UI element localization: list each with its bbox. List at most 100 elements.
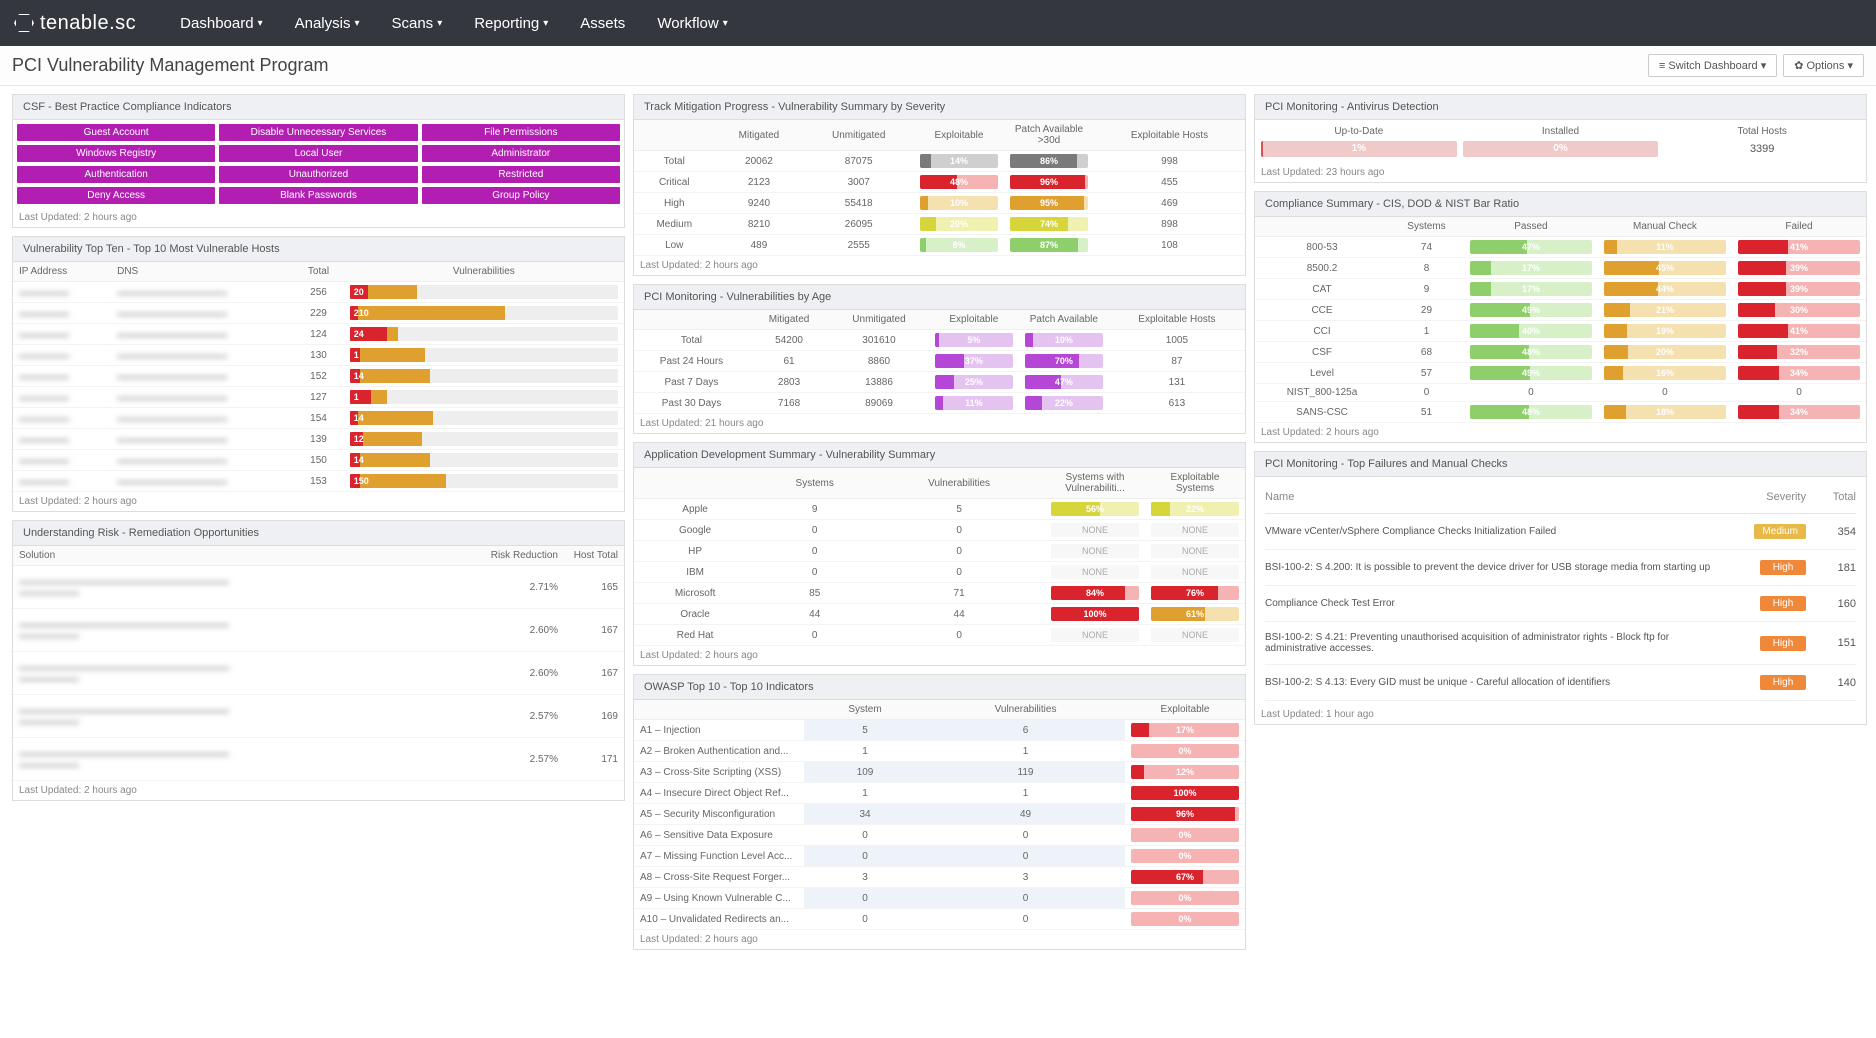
table-row: HP00NONENONE [634, 541, 1245, 562]
failure-row[interactable]: VMware vCenter/vSphere Compliance Checks… [1265, 514, 1856, 550]
table-row: Past 30 Days71688906911%22%613 [634, 393, 1245, 414]
table-row: Medium82102609520%74%898 [634, 214, 1245, 235]
nav-reporting[interactable]: Reporting▾ [458, 15, 564, 32]
table-row: A5 – Security Misconfiguration344996% [634, 804, 1245, 825]
top-nav: tenable.sc Dashboard▾Analysis▾Scans▾Repo… [0, 0, 1876, 46]
failure-row[interactable]: BSI-100-2: S 4.21: Preventing unauthoris… [1265, 622, 1856, 665]
csf-pill[interactable]: Group Policy [422, 187, 620, 204]
csf-pill[interactable]: Administrator [422, 145, 620, 162]
nav-scans[interactable]: Scans▾ [375, 15, 458, 32]
csf-pill[interactable]: Unauthorized [219, 166, 417, 183]
last-updated: Last Updated: 23 hours ago [1255, 163, 1866, 182]
risk-row[interactable]: ▬▬▬▬▬▬▬▬▬▬▬▬▬▬▬▬▬▬▬▬▬▬▬▬▬▬▬2.57%171 [13, 738, 624, 781]
panel-header: PCI Monitoring - Antivirus Detection [1255, 95, 1866, 120]
brand-logo: tenable.sc [14, 12, 136, 35]
host-row[interactable]: ▬▬▬▬▬ ▬▬▬▬▬▬▬▬▬▬▬ 139 12 [13, 429, 624, 450]
table-row: A7 – Missing Function Level Acc...000% [634, 846, 1245, 867]
nav-workflow[interactable]: Workflow▾ [641, 15, 743, 32]
host-row[interactable]: ▬▬▬▬▬ ▬▬▬▬▬▬▬▬▬▬▬ 152 14 [13, 366, 624, 387]
csf-pill[interactable]: Restricted [422, 166, 620, 183]
table-row: Low48925558%87%108 [634, 235, 1245, 256]
table-row: Total542003016105%10%1005 [634, 330, 1245, 351]
table-row: A1 – Injection5617% [634, 720, 1245, 741]
failure-row[interactable]: BSI-100-2: S 4.200: It is possible to pr… [1265, 550, 1856, 586]
panel-header: Compliance Summary - CIS, DOD & NIST Bar… [1255, 192, 1866, 217]
table-row: A3 – Cross-Site Scripting (XSS)10911912% [634, 762, 1245, 783]
table-row: Past 24 Hours61886037%70%87 [634, 351, 1245, 372]
table-row: A4 – Insecure Direct Object Ref...11100% [634, 783, 1245, 804]
last-updated: Last Updated: 2 hours ago [1255, 423, 1866, 442]
csf-pill[interactable]: Deny Access [17, 187, 215, 204]
last-updated: Last Updated: 1 hour ago [1255, 705, 1866, 724]
uptodate-bar: 1% [1261, 141, 1457, 157]
host-row[interactable]: ▬▬▬▬▬ ▬▬▬▬▬▬▬▬▬▬▬ 256 20 [13, 282, 624, 303]
csf-pill[interactable]: File Permissions [422, 124, 620, 141]
table-row: Microsoft857184%76% [634, 583, 1245, 604]
csf-panel: CSF - Best Practice Compliance Indicator… [12, 94, 625, 228]
host-row[interactable]: ▬▬▬▬▬ ▬▬▬▬▬▬▬▬▬▬▬ 127 1 [13, 387, 624, 408]
panel-header: Track Mitigation Progress - Vulnerabilit… [634, 95, 1245, 120]
panel-header: Application Development Summary - Vulner… [634, 443, 1245, 468]
risk-row[interactable]: ▬▬▬▬▬▬▬▬▬▬▬▬▬▬▬▬▬▬▬▬▬▬▬▬▬▬▬2.60%167 [13, 609, 624, 652]
last-updated: Last Updated: 2 hours ago [13, 781, 624, 800]
table-row: Google00NONENONE [634, 520, 1245, 541]
host-row[interactable]: ▬▬▬▬▬ ▬▬▬▬▬▬▬▬▬▬▬ 124 24 [13, 324, 624, 345]
host-row[interactable]: ▬▬▬▬▬ ▬▬▬▬▬▬▬▬▬▬▬ 229 210 [13, 303, 624, 324]
failure-row[interactable]: Compliance Check Test ErrorHigh160 [1265, 586, 1856, 622]
switch-dashboard-button[interactable]: ≡ Switch Dashboard ▾ [1648, 54, 1777, 77]
owasp-panel: OWASP Top 10 - Top 10 Indicators SystemV… [633, 674, 1246, 950]
table-row: Oracle4444100%61% [634, 604, 1245, 625]
table-row: SANS-CSC5148%18%34% [1255, 402, 1866, 423]
logo-icon [14, 13, 34, 33]
host-row[interactable]: ▬▬▬▬▬ ▬▬▬▬▬▬▬▬▬▬▬ 153 150 [13, 471, 624, 492]
csf-pill[interactable]: Local User [219, 145, 417, 162]
csf-pill[interactable]: Blank Passwords [219, 187, 417, 204]
table-row: Past 7 Days28031388625%47%131 [634, 372, 1245, 393]
host-row[interactable]: ▬▬▬▬▬ ▬▬▬▬▬▬▬▬▬▬▬ 130 1 [13, 345, 624, 366]
last-updated: Last Updated: 2 hours ago [634, 646, 1245, 665]
table-row: 800-537447%11%41% [1255, 237, 1866, 258]
csf-pill[interactable]: Disable Unnecessary Services [219, 124, 417, 141]
panel-header: OWASP Top 10 - Top 10 Indicators [634, 675, 1245, 700]
nav-dashboard[interactable]: Dashboard▾ [164, 15, 278, 32]
panel-header: CSF - Best Practice Compliance Indicator… [13, 95, 624, 120]
last-updated: Last Updated: 2 hours ago [634, 256, 1245, 275]
risk-row[interactable]: ▬▬▬▬▬▬▬▬▬▬▬▬▬▬▬▬▬▬▬▬▬▬▬▬▬▬▬2.60%167 [13, 652, 624, 695]
mitigation-panel: Track Mitigation Progress - Vulnerabilit… [633, 94, 1246, 276]
risk-panel: Understanding Risk - Remediation Opportu… [12, 520, 625, 801]
csf-pill[interactable]: Windows Registry [17, 145, 215, 162]
table-row: CSF6848%20%32% [1255, 342, 1866, 363]
installed-bar: 0% [1463, 141, 1659, 157]
last-updated: Last Updated: 2 hours ago [13, 492, 624, 511]
table-row: A6 – Sensitive Data Exposure000% [634, 825, 1245, 846]
nav-analysis[interactable]: Analysis▾ [279, 15, 376, 32]
csf-pill[interactable]: Guest Account [17, 124, 215, 141]
col-label: Installed [1463, 126, 1659, 137]
last-updated: Last Updated: 2 hours ago [634, 930, 1245, 949]
options-button[interactable]: ✿ Options ▾ [1783, 54, 1864, 77]
risk-row[interactable]: ▬▬▬▬▬▬▬▬▬▬▬▬▬▬▬▬▬▬▬▬▬▬▬▬▬▬▬2.57%169 [13, 695, 624, 738]
host-row[interactable]: ▬▬▬▬▬ ▬▬▬▬▬▬▬▬▬▬▬ 154 14 [13, 408, 624, 429]
table-row: Total200628707514%86%998 [634, 151, 1245, 172]
title-bar: PCI Vulnerability Management Program ≡ S… [0, 46, 1876, 86]
col-label: Total Hosts [1664, 126, 1860, 137]
table-row: A8 – Cross-Site Request Forger...3367% [634, 867, 1245, 888]
csf-pill[interactable]: Authentication [17, 166, 215, 183]
table-row: CAT917%44%39% [1255, 279, 1866, 300]
col-header: Total [1806, 491, 1856, 503]
failure-row[interactable]: BSI-100-2: S 4.13: Every GID must be uni… [1265, 665, 1856, 701]
table-row: CCI140%19%41% [1255, 321, 1866, 342]
age-panel: PCI Monitoring - Vulnerabilities by Age … [633, 284, 1246, 434]
table-row: Critical2123300748%96%455 [634, 172, 1245, 193]
last-updated: Last Updated: 21 hours ago [634, 414, 1245, 433]
nav-assets[interactable]: Assets [564, 15, 641, 32]
table-row: A10 – Unvalidated Redirects an...000% [634, 909, 1245, 930]
brand-text: tenable.sc [40, 12, 136, 35]
table-row: High92405541810%95%469 [634, 193, 1245, 214]
col-header: Severity [1736, 491, 1806, 503]
table-row: Red Hat00NONENONE [634, 625, 1245, 646]
panel-header: Understanding Risk - Remediation Opportu… [13, 521, 624, 546]
host-row[interactable]: ▬▬▬▬▬ ▬▬▬▬▬▬▬▬▬▬▬ 150 14 [13, 450, 624, 471]
risk-row[interactable]: ▬▬▬▬▬▬▬▬▬▬▬▬▬▬▬▬▬▬▬▬▬▬▬▬▬▬▬2.71%165 [13, 566, 624, 609]
table-row: 8500.2817%45%39% [1255, 258, 1866, 279]
